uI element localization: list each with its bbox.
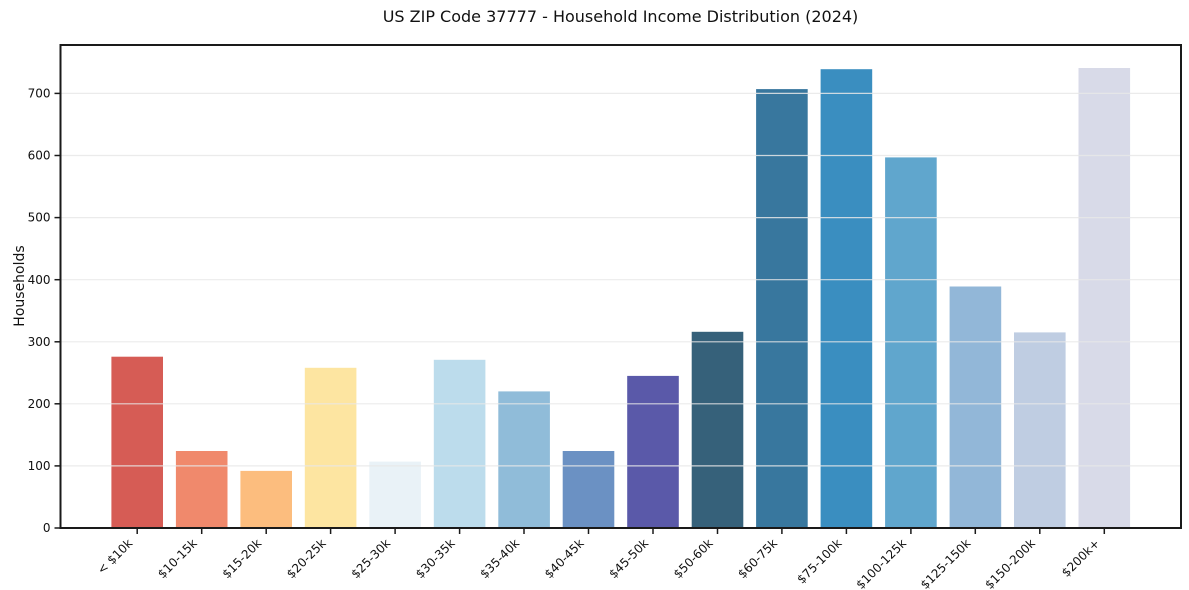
y-tick-label: 700 — [28, 86, 51, 100]
y-tick-label: 600 — [28, 149, 51, 163]
bar-45-50k — [627, 375, 679, 528]
y-tick-label: 400 — [28, 273, 51, 287]
plot-frame — [59, 44, 1182, 529]
bar-10k — [111, 356, 163, 528]
x-tick-label: $35-40k — [477, 536, 522, 581]
x-tick-label: $45-50k — [606, 536, 651, 581]
x-tick-label: $75-100k — [794, 536, 844, 586]
y-tick-label: 300 — [28, 335, 51, 349]
x-tick-label: < $10k — [94, 536, 135, 577]
bar-10-15k — [175, 451, 228, 528]
bar-15-20k — [240, 470, 292, 528]
bar-125-150k — [949, 286, 1002, 528]
x-tick-label: $60-75k — [735, 536, 780, 581]
y-tick-label: 100 — [28, 459, 51, 473]
chart-title: US ZIP Code 37777 - Household Income Dis… — [382, 7, 859, 26]
bar-50-60k — [691, 331, 744, 528]
bar-25-30k — [369, 461, 421, 528]
x-tick-label: $40-45k — [542, 536, 587, 581]
bar-150-200k — [1014, 332, 1066, 528]
bar-30-35k — [433, 359, 486, 528]
x-tick-label: $50-60k — [671, 536, 716, 581]
x-tick-label: $10-15k — [155, 536, 200, 581]
x-tick-label: $100-125k — [853, 536, 909, 590]
y-tick-label: 500 — [28, 211, 51, 225]
x-tick-label: $20-25k — [284, 536, 329, 581]
x-tick-label: $150-200k — [982, 536, 1038, 590]
x-tick-label: $25-30k — [348, 536, 393, 581]
x-tick-label: $30-35k — [413, 536, 458, 581]
bar-40-45k — [562, 451, 615, 528]
x-tick-label: $125-150k — [918, 536, 974, 590]
bar-100-125k — [885, 157, 937, 528]
bar-20-25k — [304, 367, 357, 528]
x-tick-label: $200k+ — [1059, 536, 1103, 580]
y-tick-label: 200 — [28, 397, 51, 411]
bar-200k — [1078, 68, 1131, 528]
x-tick-label: $15-20k — [219, 536, 264, 581]
bar-75-100k — [820, 69, 873, 528]
y-tick-label: 0 — [43, 521, 51, 535]
bar-60-75k — [756, 89, 808, 528]
bar-35-40k — [498, 391, 550, 528]
